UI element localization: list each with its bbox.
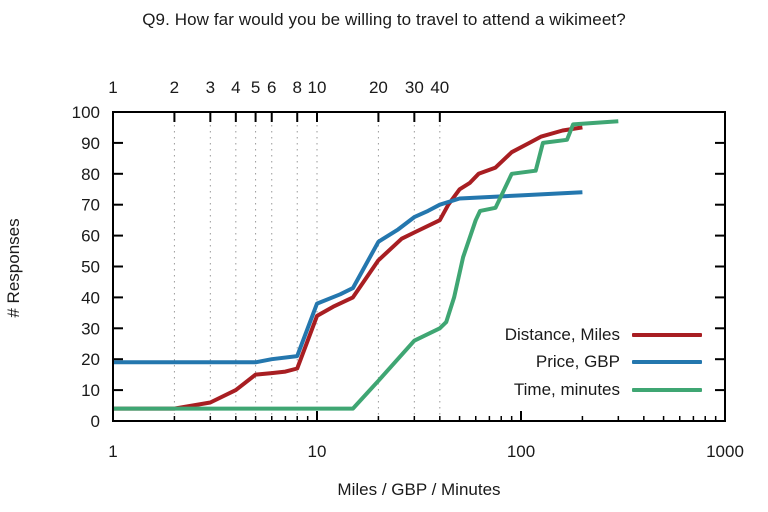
legend-label: Time, minutes: [513, 379, 620, 399]
y-tick-label: 10: [81, 381, 100, 400]
legend-swatch: [632, 387, 702, 392]
y-tick-label: 100: [72, 103, 100, 122]
x-axis-label: Miles / GBP / Minutes: [337, 480, 501, 499]
legend-item: Price, GBP: [505, 349, 702, 377]
x2-tick-label: 10: [308, 78, 327, 97]
x2-tick-label: 1: [108, 78, 117, 97]
x-tick-label: 10: [308, 442, 327, 461]
x2-tick-label: 6: [267, 78, 276, 97]
legend: Distance, Miles Price, GBP Time, minutes: [505, 321, 702, 404]
chart-title: Q9. How far would you be willing to trav…: [142, 10, 626, 29]
x2-tick-label: 30: [405, 78, 424, 97]
x2-tick-label: 4: [231, 78, 240, 97]
legend-label: Price, GBP: [535, 352, 620, 372]
x2-tick-label: 40: [430, 78, 449, 97]
legend-swatch: [632, 332, 702, 337]
x-tick-label: 100: [507, 442, 535, 461]
y-tick-label: 90: [81, 134, 100, 153]
x-tick-label: 1: [108, 442, 117, 461]
x2-tick-label: 8: [292, 78, 301, 97]
x2-tick-label: 3: [206, 78, 215, 97]
y-tick-label: 0: [91, 412, 100, 431]
x2-tick-label: 5: [251, 78, 260, 97]
series-line-0: [113, 125, 583, 411]
y-tick-label: 30: [81, 319, 100, 338]
legend-label: Distance, Miles: [504, 324, 620, 344]
y-tick-label: 80: [81, 165, 100, 184]
y-tick-label: 40: [81, 288, 100, 307]
y-tick-label: 70: [81, 196, 100, 215]
y-axis-label: # Responses: [4, 218, 23, 318]
series-line-2: [113, 119, 619, 411]
x2-tick-label: 20: [369, 78, 388, 97]
legend-item: Distance, Miles: [505, 321, 702, 349]
series-line-1: [113, 190, 583, 365]
legend-swatch: [632, 360, 702, 365]
x-tick-label: 1000: [706, 442, 744, 461]
y-tick-label: 60: [81, 227, 100, 246]
y-tick-label: 20: [81, 350, 100, 369]
y-tick-label: 50: [81, 258, 100, 277]
x2-tick-label: 2: [170, 78, 179, 97]
legend-item: Time, minutes: [505, 376, 702, 404]
